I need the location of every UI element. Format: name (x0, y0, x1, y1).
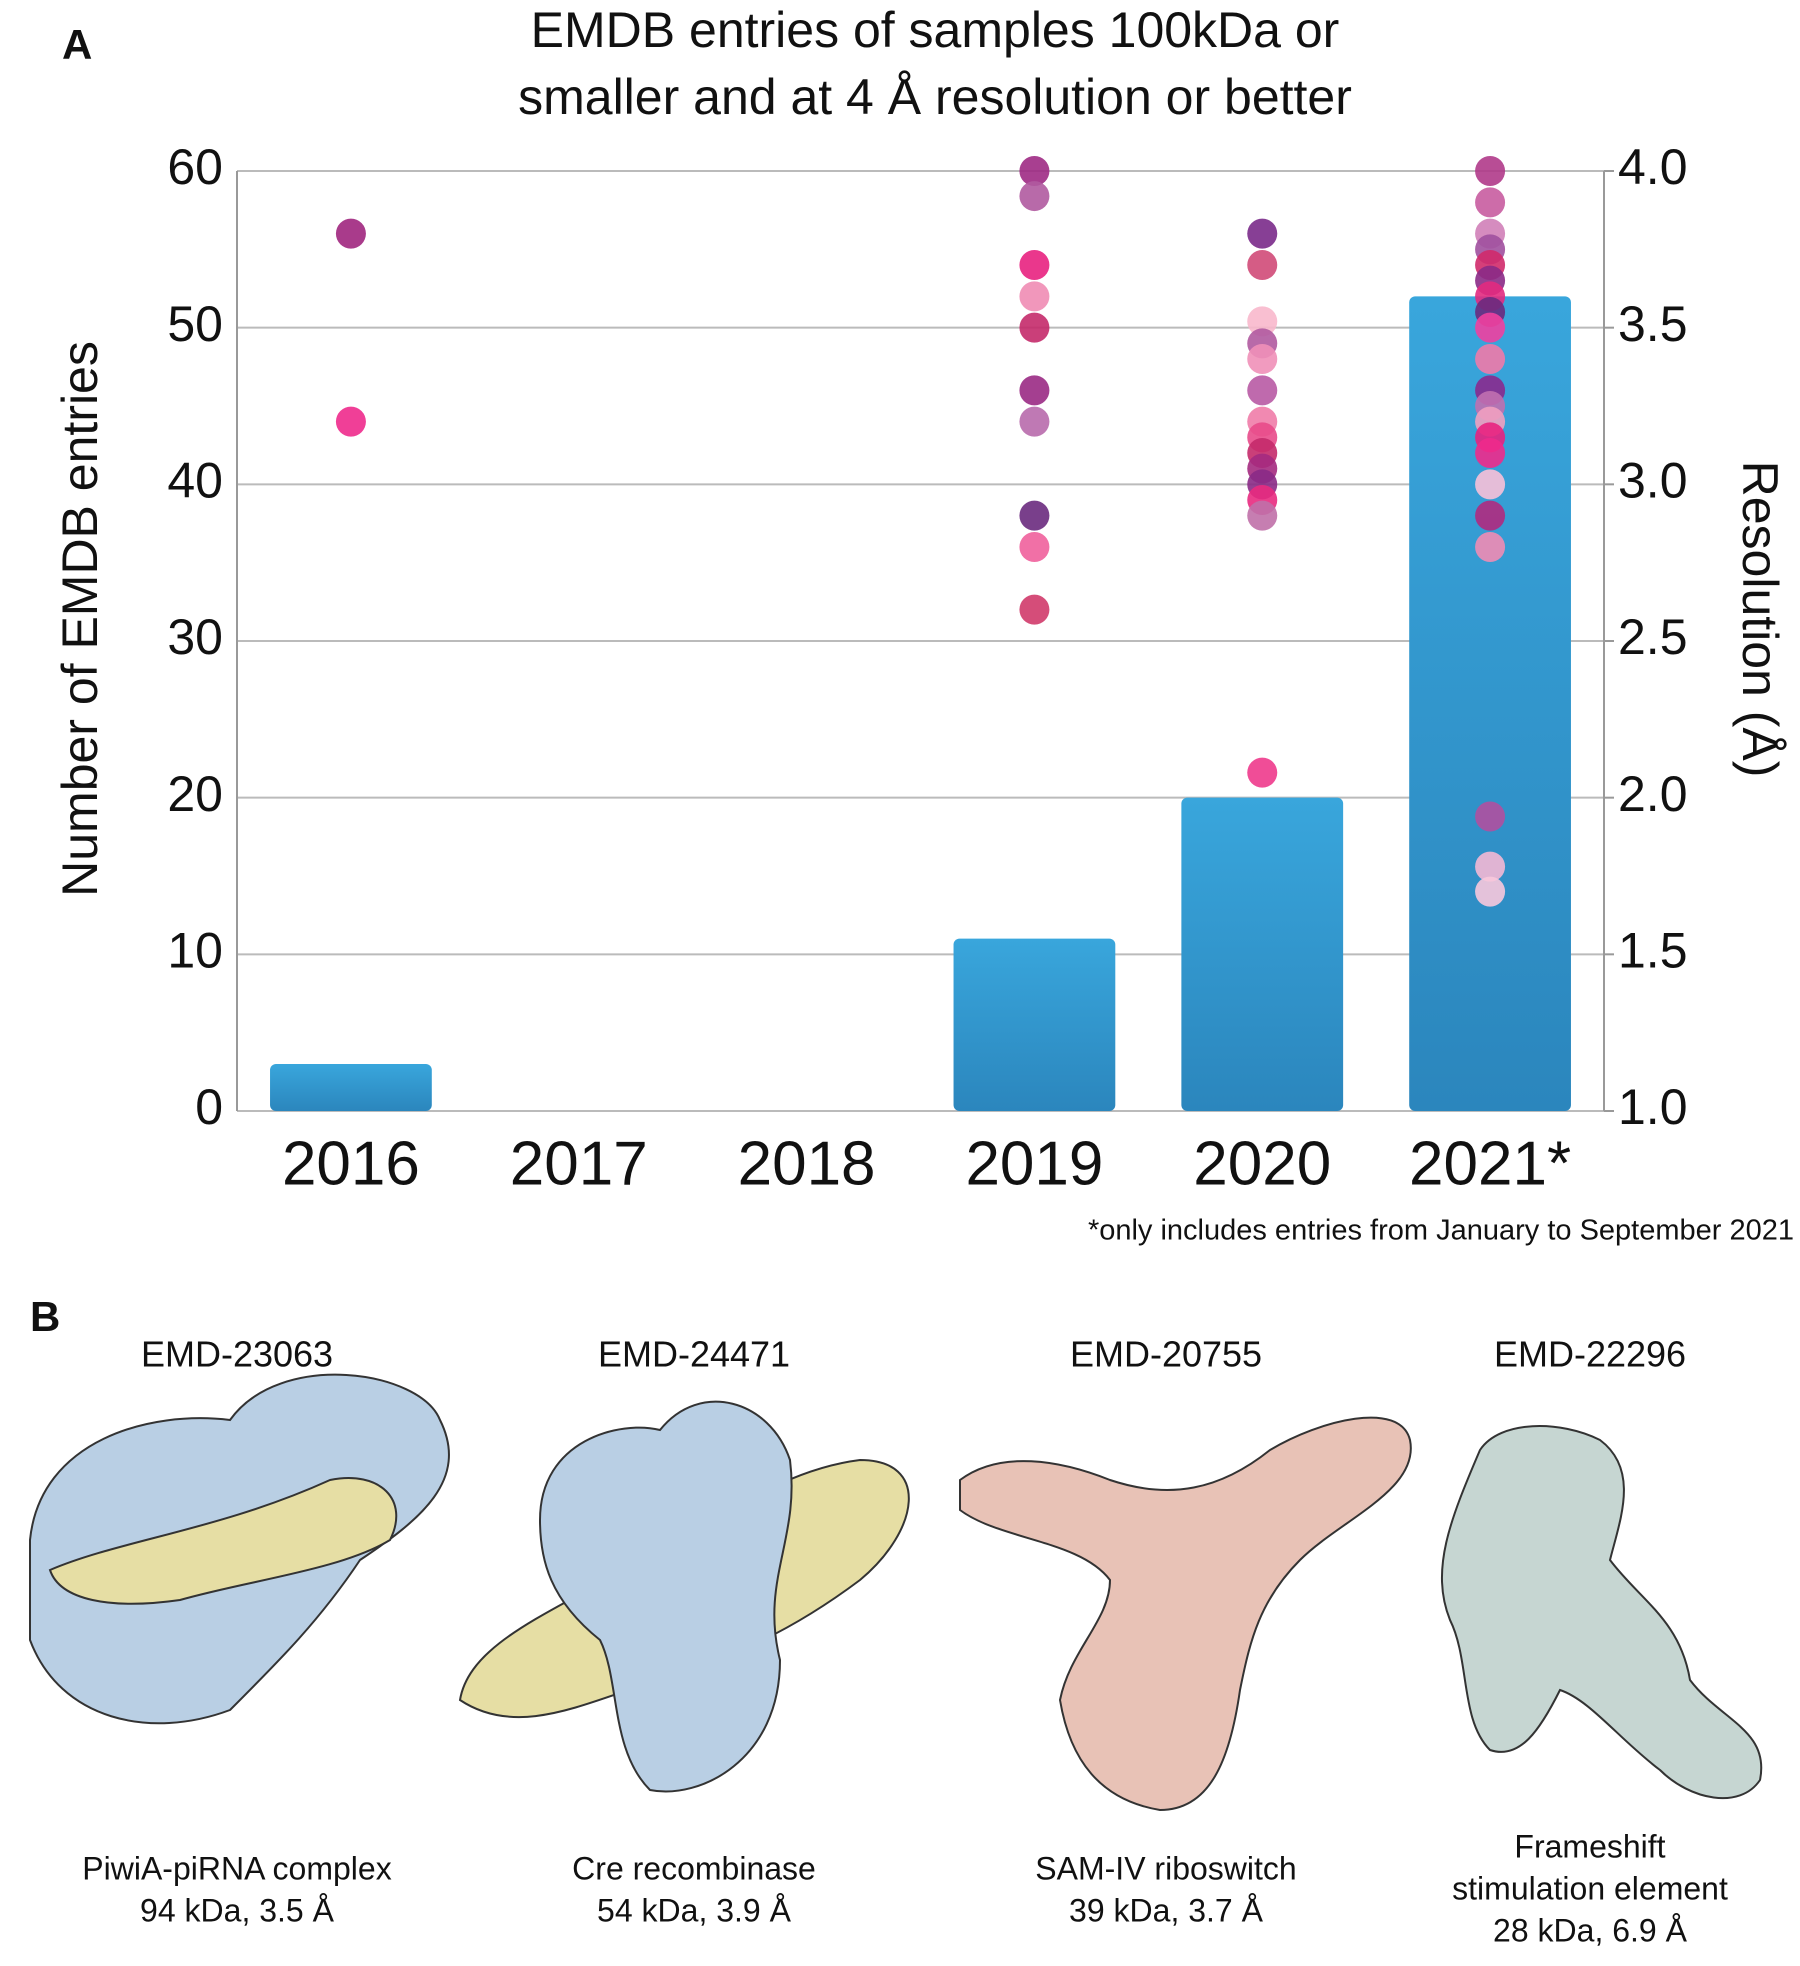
structure-caption: 28 kDa, 6.9 Å (1493, 1912, 1688, 1948)
structure-id: EMD-22296 (1494, 1334, 1686, 1375)
resolution-point (1475, 801, 1506, 832)
resolution-point (1247, 306, 1278, 337)
y-tick-label: 20 (167, 766, 223, 822)
resolution-point (1475, 532, 1506, 562)
bar (953, 938, 1116, 1111)
chart-title: EMDB entries of samples 100kDa or (531, 2, 1340, 58)
y-tick-label: 10 (167, 923, 223, 979)
resolution-point (1475, 156, 1506, 186)
structure-caption: Cre recombinase (572, 1850, 816, 1886)
resolution-point (1019, 406, 1050, 437)
resolution-point (335, 406, 366, 437)
resolution-point (1019, 500, 1050, 531)
resolution-point (1019, 250, 1050, 280)
footnote: *only includes entries from January to S… (1088, 1215, 1794, 1247)
resolution-point (1247, 218, 1278, 249)
structure-id: EMD-24471 (598, 1334, 790, 1375)
structure-caption: 94 kDa, 3.5 Å (140, 1892, 335, 1928)
structure-image (1440, 1425, 1763, 1800)
resolution-point (1019, 156, 1050, 186)
resolution-point (1247, 500, 1278, 531)
x-tick-label: 2017 (510, 1129, 648, 1198)
structure-caption: SAM-IV riboswitch (1035, 1850, 1296, 1886)
y2-tick-label: 2.5 (1618, 609, 1688, 665)
structure-id: EMD-20755 (1070, 1334, 1262, 1375)
bar (1181, 797, 1344, 1111)
resolution-point (335, 218, 366, 249)
resolution-point (1019, 181, 1050, 212)
y2-tick-label: 1.0 (1618, 1079, 1688, 1135)
resolution-point (1247, 375, 1278, 406)
structure-caption: stimulation element (1452, 1870, 1728, 1906)
y-tick-label: 60 (167, 139, 223, 195)
resolution-point (1247, 344, 1278, 374)
structure-id: EMD-23063 (141, 1334, 333, 1375)
structure-caption: PiwiA-piRNA complex (82, 1850, 391, 1886)
y-axis-label: Number of EMDB entries (52, 341, 108, 897)
y-tick-label: 0 (195, 1079, 223, 1135)
y2-tick-label: 1.5 (1618, 923, 1688, 979)
structure-caption: 54 kDa, 3.9 Å (597, 1892, 792, 1928)
resolution-point (1019, 312, 1050, 343)
y2-tick-label: 3.5 (1618, 296, 1688, 352)
y-tick-label: 50 (167, 296, 223, 352)
x-tick-label: 2020 (1193, 1129, 1331, 1198)
panel-label: B (30, 1293, 60, 1340)
chart-title: smaller and at 4 Å resolution or better (518, 69, 1352, 125)
x-tick-label: 2021* (1409, 1129, 1571, 1198)
resolution-point (1247, 757, 1278, 788)
bar (1409, 296, 1571, 1111)
x-tick-label: 2018 (738, 1129, 876, 1198)
resolution-point (1475, 438, 1506, 468)
resolution-point (1019, 281, 1050, 312)
resolution-point (1475, 187, 1506, 218)
bar (270, 1064, 432, 1111)
resolution-point (1475, 876, 1506, 907)
structure-caption: Frameshift (1514, 1828, 1665, 1864)
panel-label: A (62, 21, 92, 68)
resolution-point (1475, 500, 1506, 531)
x-tick-label: 2016 (282, 1129, 420, 1198)
resolution-point (1247, 250, 1278, 280)
resolution-point (1475, 344, 1506, 374)
resolution-point (1475, 312, 1506, 343)
structure-image (29, 1373, 450, 1725)
resolution-point (1019, 532, 1050, 562)
resolution-point (1019, 375, 1050, 406)
y2-tick-label: 3.0 (1618, 453, 1688, 509)
resolution-point (1475, 469, 1506, 500)
y-tick-label: 40 (167, 453, 223, 509)
structure-caption: 39 kDa, 3.7 Å (1069, 1892, 1264, 1928)
resolution-point (1019, 594, 1050, 625)
y2-axis-label: Resolution (Å) (1732, 461, 1788, 778)
y-tick-label: 30 (167, 609, 223, 665)
y2-tick-label: 2.0 (1618, 766, 1688, 822)
structure-image (959, 1416, 1412, 1812)
y2-tick-label: 4.0 (1618, 139, 1688, 195)
x-tick-label: 2019 (965, 1129, 1103, 1198)
resolution-point (1475, 851, 1506, 882)
structure-image (458, 1400, 910, 1793)
